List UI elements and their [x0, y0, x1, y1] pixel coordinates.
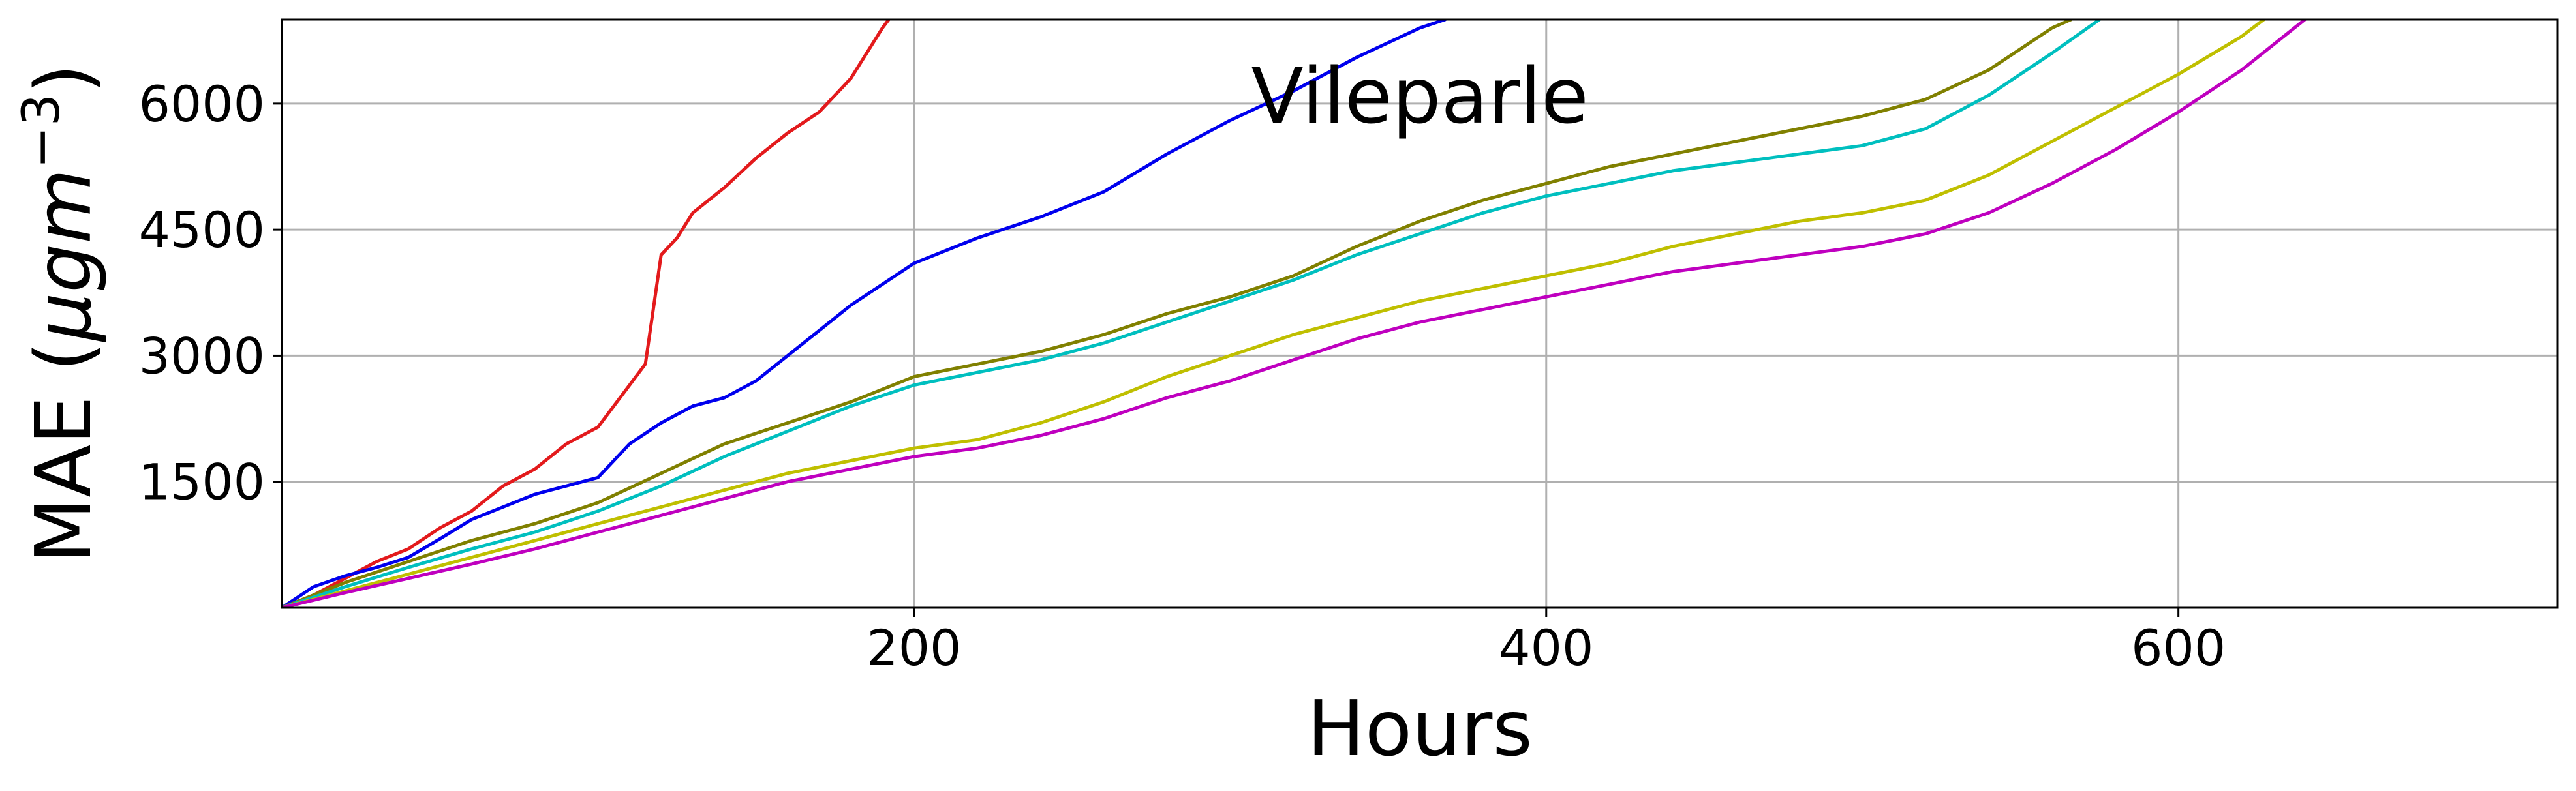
series-line-1 [282, 20, 891, 608]
series-line-6 [282, 20, 2307, 608]
series-line-3 [282, 20, 2073, 608]
grid [282, 20, 2558, 608]
y-tick-label: 4500 [139, 201, 265, 259]
series-line-4 [282, 20, 2102, 608]
x-tick-label: 400 [1499, 619, 1593, 677]
y-tick-label: 1500 [139, 453, 265, 511]
ticks: 200 400 600 1500 3000 4500 6000 [139, 75, 2226, 677]
series-line-2 [282, 20, 1447, 608]
x-axis-label: Hours [1307, 683, 1533, 773]
chart-title: Vileparle [1251, 51, 1588, 141]
x-tick-label: 200 [866, 619, 961, 677]
x-tick-label: 600 [2131, 619, 2226, 677]
plot-frame [281, 18, 2559, 609]
y-tick-label: 3000 [139, 327, 265, 385]
series-layer [282, 20, 2307, 608]
y-axis-label: MAE (μgm−3) [12, 64, 108, 564]
series-line-5 [282, 20, 2265, 608]
y-tick-label: 6000 [139, 75, 265, 133]
